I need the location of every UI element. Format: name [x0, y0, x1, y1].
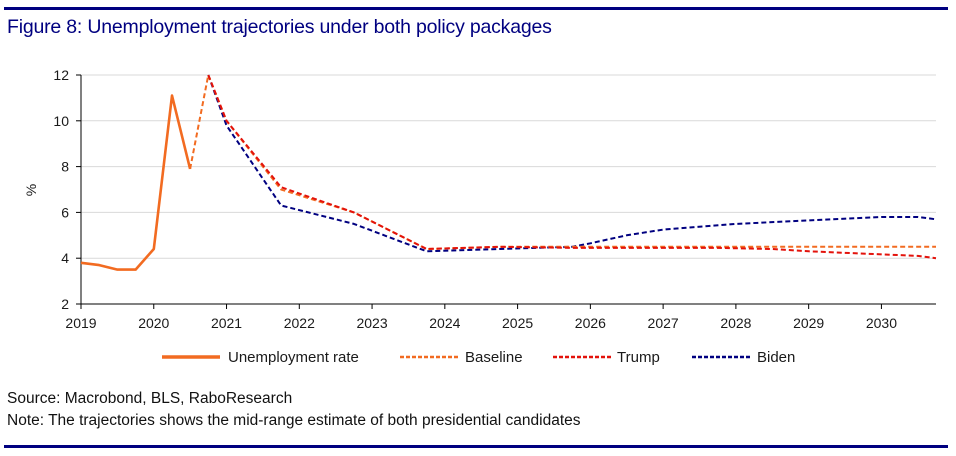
- y-axis-label: %: [23, 184, 39, 196]
- y-tick-label: 10: [53, 113, 69, 129]
- x-tick-label: 2023: [356, 315, 387, 331]
- x-tick-label: 2024: [429, 315, 460, 331]
- y-tick-label: 4: [61, 250, 69, 266]
- series-line-biden: [207, 74, 937, 253]
- series-line-unemployment-rate: [80, 94, 192, 271]
- axes: [76, 74, 936, 309]
- y-tick-label: 6: [61, 204, 69, 220]
- x-tick-label: 2029: [793, 315, 824, 331]
- legend: Unemployment rate Baseline Trump Biden: [162, 349, 795, 366]
- series-line-trump: [207, 74, 937, 260]
- legend-label-trump: Trump: [617, 349, 660, 366]
- legend-label-baseline: Baseline: [465, 349, 523, 366]
- legend-label-unemployment-rate: Unemployment rate: [228, 349, 359, 366]
- x-tick-label: 2021: [211, 315, 242, 331]
- legend-label-biden: Biden: [757, 349, 795, 366]
- series-group: [80, 74, 937, 271]
- tick-labels: 2 4 6 8 10 12 2019 2020 2021 2022 2023 2024 2025 2026…: [53, 67, 897, 331]
- source-note: Source: Macrobond, BLS, RaboResearch: [7, 390, 293, 407]
- x-tick-label: 2020: [138, 315, 169, 331]
- y-tick-label: 12: [53, 67, 69, 83]
- grid-lines: [81, 74, 936, 259]
- figure-title: Figure 8: Unemployment trajectories unde…: [7, 16, 552, 38]
- y-tick-label: 8: [61, 159, 69, 175]
- x-tick-label: 2028: [720, 315, 751, 331]
- bottom-rule: [4, 445, 948, 448]
- top-rule: [4, 7, 948, 10]
- x-tick-label: 2019: [65, 315, 96, 331]
- x-tick-label: 2022: [284, 315, 315, 331]
- x-tick-label: 2025: [502, 315, 533, 331]
- x-tick-label: 2026: [575, 315, 606, 331]
- y-tick-label: 2: [61, 296, 69, 312]
- methodology-note: Note: The trajectories shows the mid-ran…: [7, 412, 581, 429]
- series-line-baseline: [189, 74, 936, 250]
- x-tick-label: 2027: [648, 315, 679, 331]
- x-tick-label: 2030: [866, 315, 897, 331]
